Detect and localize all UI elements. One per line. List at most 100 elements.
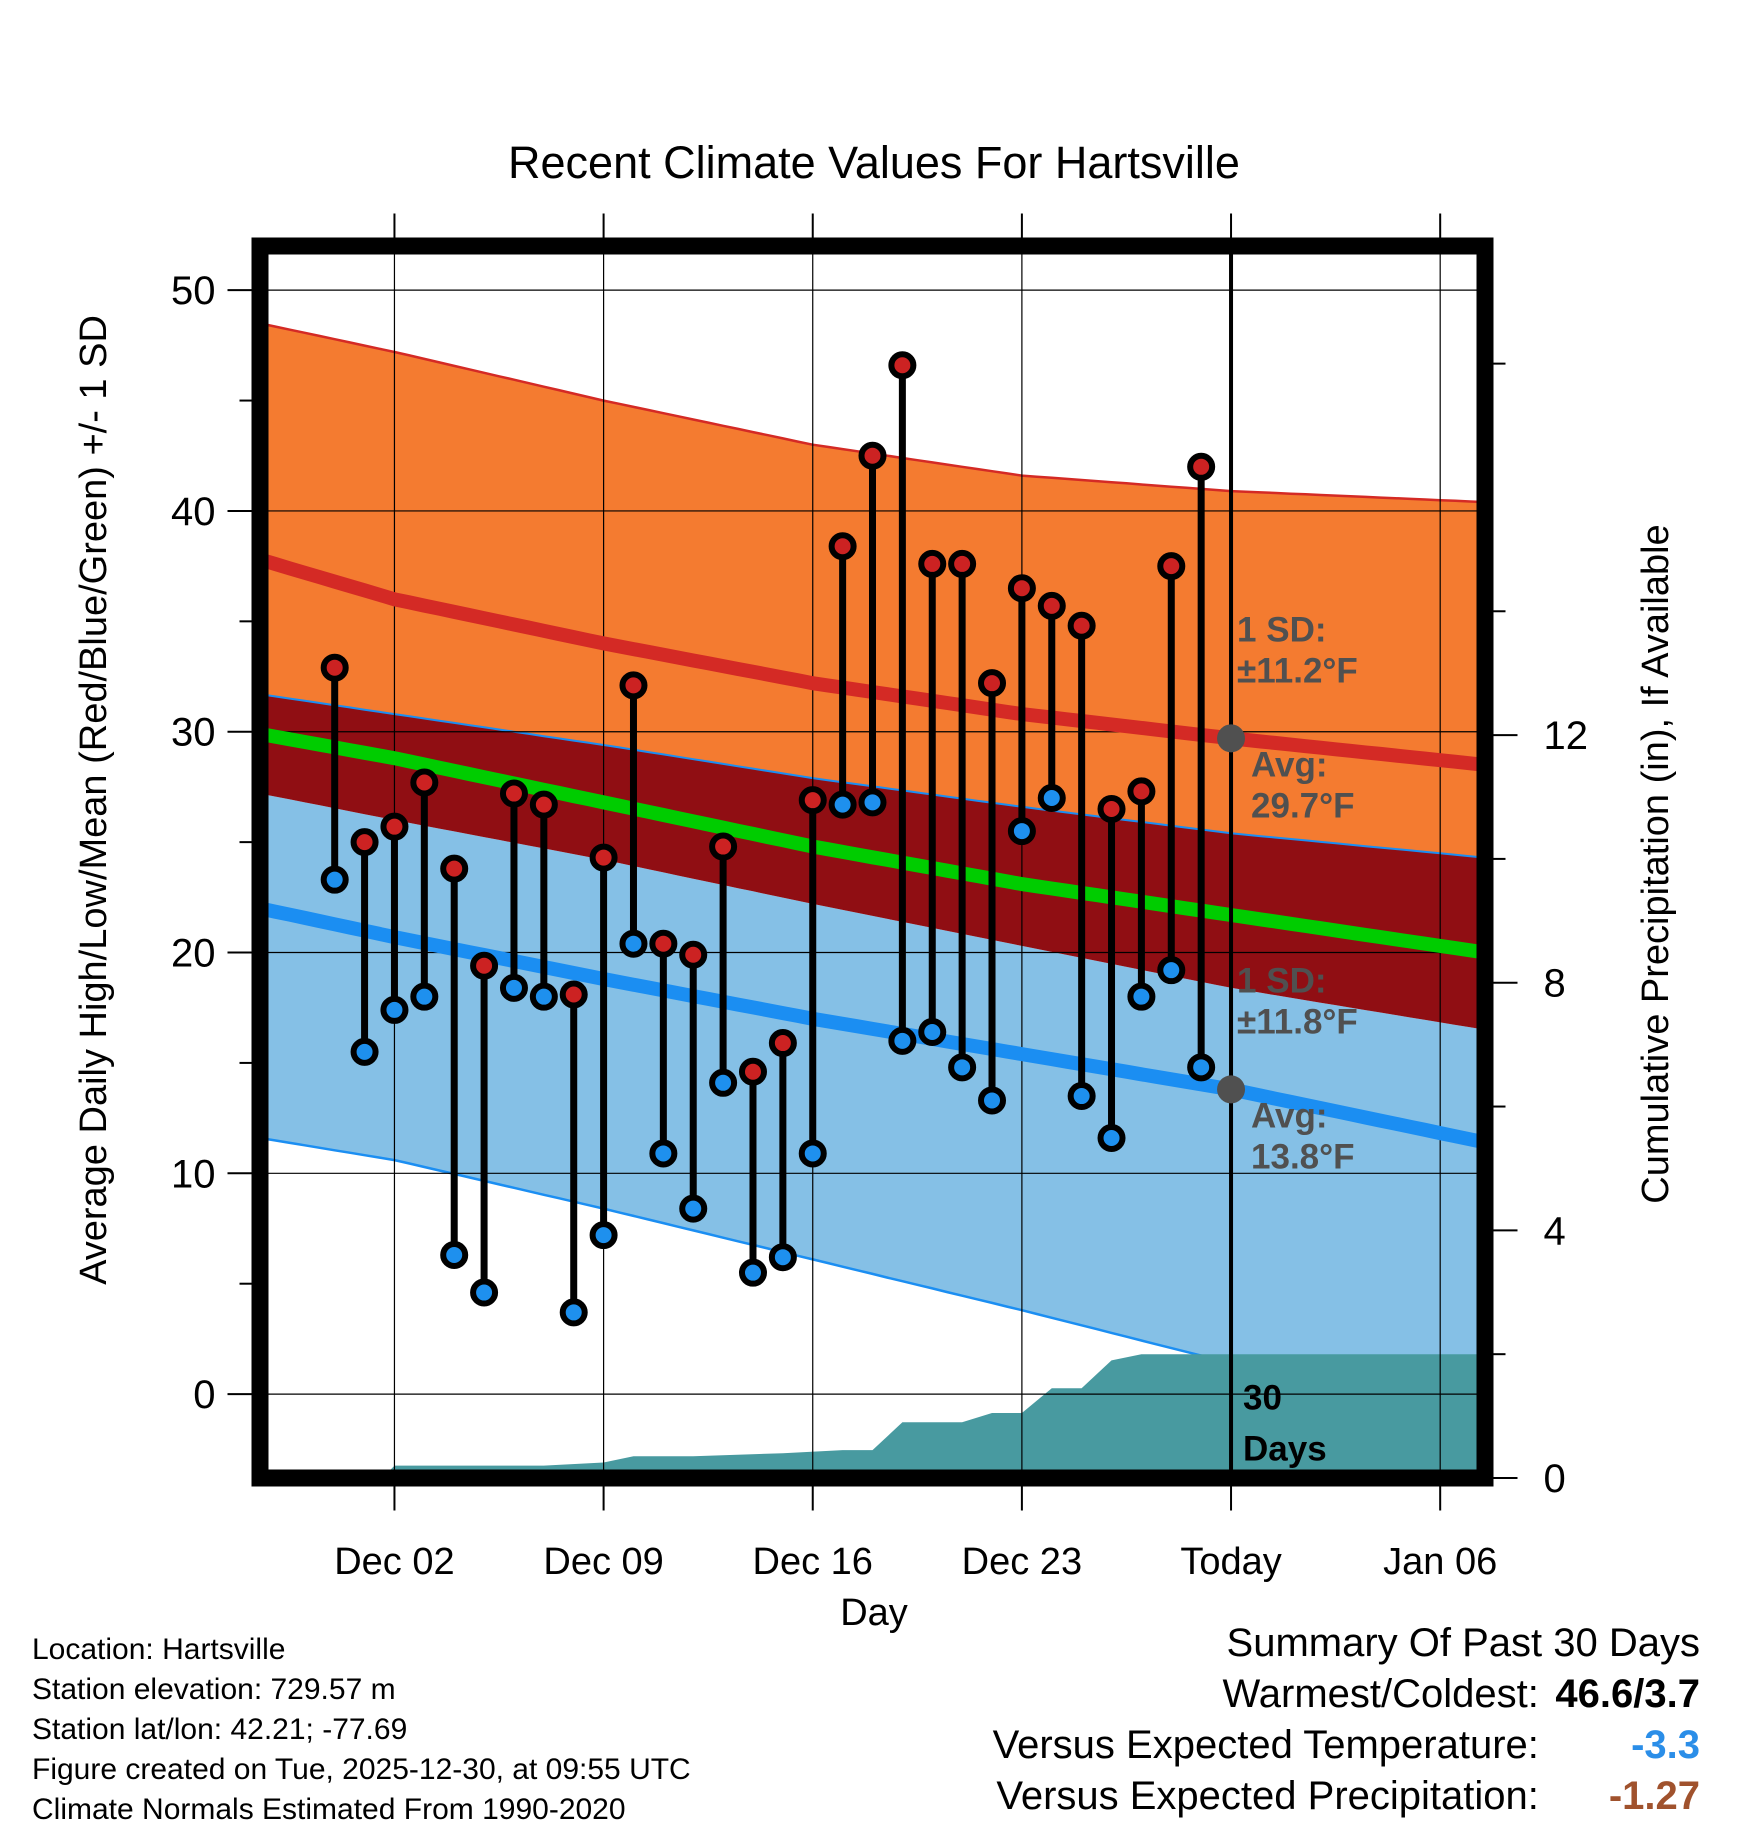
daily-low-marker [1007, 817, 1036, 846]
x-tick-label: Today [1180, 1541, 1281, 1583]
daily-high-marker [410, 768, 439, 797]
period-number-label: 30 [1243, 1379, 1282, 1418]
daily-high-marker [380, 812, 409, 841]
daily-high-marker [918, 549, 947, 578]
daily-low-marker [589, 1221, 618, 1250]
daily-low-marker [738, 1258, 767, 1287]
latlon-text: Station lat/lon: 42.21; -77.69 [32, 1713, 408, 1746]
precip-departure-label: Versus Expected Precipitation: [996, 1774, 1539, 1818]
period-unit-label: Days [1243, 1429, 1327, 1468]
daily-low-marker [320, 865, 349, 894]
daily-high-marker [948, 549, 977, 578]
x-tick-label: Dec 02 [334, 1541, 454, 1583]
y-left-tick-label: 20 [171, 932, 216, 976]
y-right-tick-label: 0 [1544, 1457, 1566, 1501]
daily-low-marker [918, 1018, 947, 1047]
y-left-tick-label: 30 [171, 711, 216, 755]
precip-departure-value: -1.27 [1608, 1774, 1700, 1818]
elevation-text: Station elevation: 729.57 m [32, 1673, 396, 1706]
daily-low-marker [858, 788, 887, 817]
daily-high-marker [1037, 591, 1066, 620]
y-left-tick-label: 50 [171, 269, 216, 313]
daily-high-marker [828, 532, 857, 561]
created-text: Figure created on Tue, 2025-12-30, at 09… [32, 1753, 691, 1786]
daily-low-marker [1127, 982, 1156, 1011]
daily-high-marker [320, 653, 349, 682]
daily-high-marker [768, 1029, 797, 1058]
daily-high-marker [679, 940, 708, 969]
daily-high-marker [1187, 452, 1216, 481]
daily-low-marker [619, 929, 648, 958]
temp-departure-label: Versus Expected Temperature: [992, 1723, 1539, 1767]
high-avg-label: Avg: [1251, 745, 1327, 784]
daily-high-marker [1097, 795, 1126, 824]
high-sd-value: ±11.2°F [1237, 651, 1358, 690]
daily-high-marker [978, 669, 1007, 698]
low-avg-label: Avg: [1251, 1096, 1327, 1135]
summary-warmest-coldest: Warmest/Coldest: 46.6/3.7 [993, 1669, 1701, 1720]
x-tick-label: Dec 23 [962, 1541, 1082, 1583]
y-right-tick-label: 8 [1544, 962, 1566, 1006]
y-left-tick-label: 10 [171, 1152, 216, 1196]
y-left-tick-label: 0 [193, 1373, 215, 1417]
daily-high-marker [858, 441, 887, 470]
y-right-tick-label: 4 [1544, 1209, 1566, 1253]
summary-precipitation: Versus Expected Precipitation: -1.27 [993, 1771, 1700, 1822]
low-avg-line [260, 901, 1485, 1150]
low-sd-value: ±11.8°F [1237, 1002, 1358, 1041]
daily-low-marker [350, 1037, 379, 1066]
daily-high-marker [798, 786, 827, 815]
daily-low-marker [1097, 1123, 1126, 1152]
warmest-coldest-label: Warmest/Coldest: [1222, 1672, 1539, 1716]
y-left-tick-label: 40 [171, 490, 216, 534]
daily-low-marker [828, 790, 857, 819]
daily-high-marker [440, 854, 469, 883]
high-sd-label: 1 SD: [1237, 610, 1326, 649]
daily-low-marker [888, 1026, 917, 1055]
x-tick-label: Dec 09 [543, 1541, 663, 1583]
daily-low-marker [410, 982, 439, 1011]
daily-high-marker [470, 951, 499, 980]
location-text: Location: Hartsville [32, 1633, 286, 1666]
daily-high-marker [1067, 611, 1096, 640]
daily-high-marker [559, 980, 588, 1009]
normals-text: Climate Normals Estimated From 1990-2020 [32, 1793, 626, 1826]
y-right-tick-label: 12 [1544, 714, 1589, 758]
daily-low-marker [499, 973, 528, 1002]
daily-high-marker [529, 790, 558, 819]
daily-low-marker [709, 1068, 738, 1097]
daily-high-marker [1157, 552, 1186, 581]
mean-avg-line [260, 727, 1485, 960]
daily-high-marker [709, 832, 738, 861]
daily-low-marker [798, 1139, 827, 1168]
daily-low-marker [1037, 783, 1066, 812]
temp-departure-value: -3.3 [1631, 1723, 1700, 1767]
warmest-coldest-value: 46.6/3.7 [1555, 1672, 1700, 1716]
daily-high-marker [350, 828, 379, 857]
daily-low-marker [679, 1194, 708, 1223]
high-avg-value: 29.7°F [1251, 786, 1355, 825]
daily-low-marker [470, 1278, 499, 1307]
y-axis-left-label: Average Daily High/Low/Mean (Red/Blue/Gr… [73, 315, 115, 1285]
daily-low-marker [559, 1298, 588, 1327]
daily-low-marker [978, 1086, 1007, 1115]
x-tick-label: Jan 06 [1383, 1541, 1497, 1583]
daily-low-marker [1067, 1082, 1096, 1111]
precip-area [382, 1354, 1485, 1478]
daily-high-marker [888, 351, 917, 380]
high-avg-today-dot [1217, 724, 1246, 753]
daily-high-marker [1007, 574, 1036, 603]
summary-panel: Summary Of Past 30 Days Warmest/Coldest:… [993, 1618, 1700, 1822]
daily-low-marker [1187, 1053, 1216, 1082]
daily-high-marker [649, 929, 678, 958]
summary-temperature: Versus Expected Temperature: -3.3 [993, 1720, 1700, 1771]
low-avg-value: 13.8°F [1251, 1137, 1355, 1176]
x-tick-label: Dec 16 [753, 1541, 873, 1583]
daily-high-marker [1127, 777, 1156, 806]
daily-high-marker [589, 843, 618, 872]
plot-frame [251, 237, 1494, 1487]
y-axis-right-label: Cumulative Precipitation (in), If Availa… [1635, 524, 1677, 1203]
low-sd-label: 1 SD: [1237, 961, 1326, 1000]
